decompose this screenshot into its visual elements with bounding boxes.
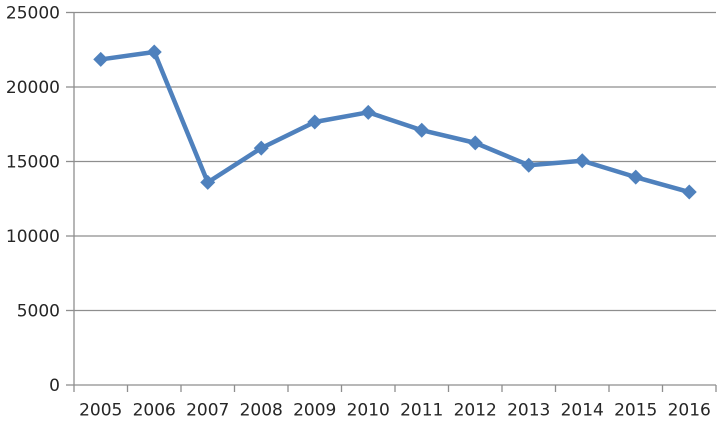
x-axis-tick-label: 2007 (186, 401, 229, 421)
y-axis-tick-label: 10000 (6, 227, 60, 247)
data-point-marker (253, 140, 269, 156)
data-point-marker (93, 51, 109, 67)
y-axis-tick-label: 5000 (17, 302, 60, 322)
data-point-marker (414, 122, 430, 138)
data-point-marker (574, 153, 590, 169)
x-axis-tick-label: 2005 (79, 401, 122, 421)
data-point-marker (628, 169, 644, 185)
x-axis-tick-label: 2013 (507, 401, 550, 421)
x-axis-tick-label: 2011 (400, 401, 443, 421)
data-point-marker (521, 157, 537, 173)
x-axis-tick-label: 2014 (561, 401, 604, 421)
x-axis-tick-label: 2015 (614, 401, 657, 421)
y-axis-tick-label: 15000 (6, 153, 60, 173)
y-axis-tick-label: 20000 (6, 78, 60, 98)
data-point-marker (146, 44, 162, 60)
x-axis-tick-label: 2008 (240, 401, 283, 421)
x-axis-tick-label: 2009 (293, 401, 336, 421)
y-axis-tick-label: 25000 (6, 4, 60, 24)
x-axis-tick-label: 2006 (133, 401, 176, 421)
data-point-marker (200, 174, 216, 190)
x-axis-tick-label: 2016 (668, 401, 711, 421)
data-point-marker (681, 184, 697, 200)
x-axis-tick-label: 2012 (454, 401, 497, 421)
x-axis-tick-label: 2010 (347, 401, 390, 421)
data-point-marker (467, 135, 483, 151)
y-axis-tick-label: 0 (49, 376, 60, 396)
data-point-marker (360, 104, 376, 120)
data-point-marker (307, 114, 323, 130)
data-series-line (98, 49, 692, 195)
